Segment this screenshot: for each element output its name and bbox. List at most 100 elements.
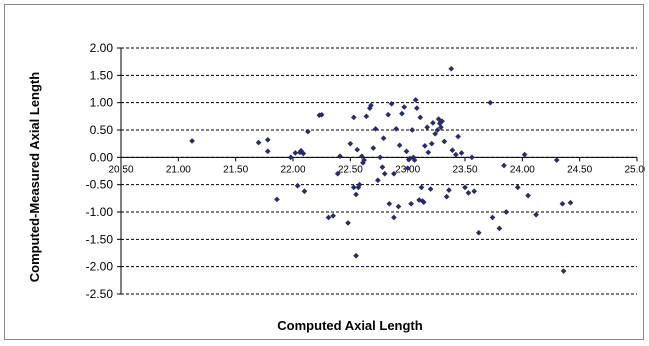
data-point — [489, 214, 496, 221]
data-point — [391, 214, 397, 221]
data-point — [380, 135, 387, 142]
x-tick-label: 22.00 — [280, 164, 305, 175]
x-tick-label: 22.50 — [338, 164, 363, 175]
data-point — [435, 116, 442, 122]
data-point — [432, 130, 439, 137]
data-point — [368, 102, 374, 109]
data-point — [300, 150, 307, 157]
data-point — [501, 162, 507, 169]
data-point — [353, 252, 359, 259]
data-point — [458, 150, 465, 156]
data-point — [417, 114, 424, 121]
data-point — [350, 114, 357, 121]
scatter-chart: 2.00 1.50 1.00 0.50 0.00 -0.50 -1.00 -1.50 -2.00… — [27, 41, 649, 333]
data-point — [462, 184, 468, 191]
data-point — [391, 170, 397, 177]
data-point — [358, 153, 365, 160]
data-point — [301, 188, 308, 195]
data-point — [411, 157, 418, 163]
data-point — [399, 110, 405, 117]
data-point — [318, 111, 325, 118]
data-point — [403, 148, 410, 155]
data-point — [420, 199, 427, 206]
data-point — [372, 126, 379, 132]
y-tick-label: 0.50 — [90, 123, 114, 137]
data-point — [496, 225, 503, 232]
data-point — [264, 136, 271, 143]
data-points — [189, 65, 574, 274]
data-point — [514, 184, 521, 191]
data-point — [395, 203, 402, 210]
data-point — [404, 165, 411, 172]
data-point — [439, 118, 445, 125]
x-tick-label: 23.00 — [395, 164, 420, 175]
y-tick-label: 2.00 — [90, 41, 114, 55]
data-point — [379, 164, 386, 171]
data-point — [521, 151, 528, 158]
data-point — [430, 120, 436, 126]
data-point — [408, 200, 414, 207]
data-point — [345, 220, 351, 226]
data-point — [401, 104, 408, 110]
data-point — [468, 154, 475, 161]
data-point — [560, 268, 567, 274]
data-point — [449, 147, 456, 154]
data-point — [370, 145, 377, 151]
data-point — [356, 181, 363, 188]
data-point — [374, 177, 381, 184]
y-tick-label: 1.50 — [90, 68, 114, 82]
data-point — [385, 111, 392, 118]
data-point — [418, 184, 425, 191]
data-point — [396, 142, 403, 149]
data-point — [425, 149, 432, 156]
chart-frame: 2.00 1.50 1.00 0.50 0.00 -0.50 -1.00 -1.50 -2.00… — [4, 4, 649, 340]
data-point — [393, 126, 400, 132]
y-tick-label: -1.00 — [86, 205, 114, 219]
data-point — [386, 200, 393, 207]
data-point — [363, 113, 370, 120]
x-axis-title: Computed Axial Length — [277, 318, 422, 333]
data-point — [350, 184, 357, 191]
data-point — [361, 157, 367, 163]
data-point — [381, 170, 388, 177]
axes — [117, 47, 638, 295]
x-tick-label: 21.50 — [223, 164, 248, 175]
data-point — [330, 212, 337, 219]
data-point — [441, 138, 448, 145]
y-tick-label: -0.50 — [86, 178, 114, 192]
data-point — [443, 193, 450, 200]
data-point — [388, 100, 395, 107]
data-point — [189, 138, 195, 144]
data-point — [347, 140, 354, 147]
data-point — [294, 182, 301, 189]
data-point — [353, 191, 359, 198]
data-point — [413, 105, 420, 112]
y-tick-label: -2.00 — [86, 260, 114, 274]
data-point — [292, 150, 299, 156]
data-point — [553, 157, 560, 163]
data-point — [421, 142, 428, 149]
x-tick-label: 20.50 — [108, 164, 133, 175]
y-tick-label: 0.00 — [90, 150, 114, 164]
y-tick-label: -1.50 — [86, 232, 114, 246]
data-point — [567, 199, 574, 206]
data-point — [438, 124, 444, 131]
x-tick-label: 24.50 — [567, 164, 592, 175]
data-point — [533, 211, 539, 218]
data-point — [448, 65, 455, 72]
data-point — [424, 124, 431, 131]
data-point — [452, 151, 459, 158]
gridlines — [121, 47, 637, 295]
data-point — [525, 192, 531, 199]
y-axis-title: Computed-Measured Axial Length — [27, 72, 42, 282]
data-point — [428, 140, 435, 147]
data-point — [475, 229, 482, 236]
x-tick-label: 25.00 — [624, 164, 645, 175]
data-point — [471, 188, 478, 195]
x-tick-label: 24.00 — [510, 164, 535, 175]
data-point — [274, 196, 280, 203]
data-point — [455, 133, 462, 140]
data-point — [427, 186, 434, 192]
data-point — [446, 187, 452, 194]
x-tick-label: 23.50 — [452, 164, 477, 175]
